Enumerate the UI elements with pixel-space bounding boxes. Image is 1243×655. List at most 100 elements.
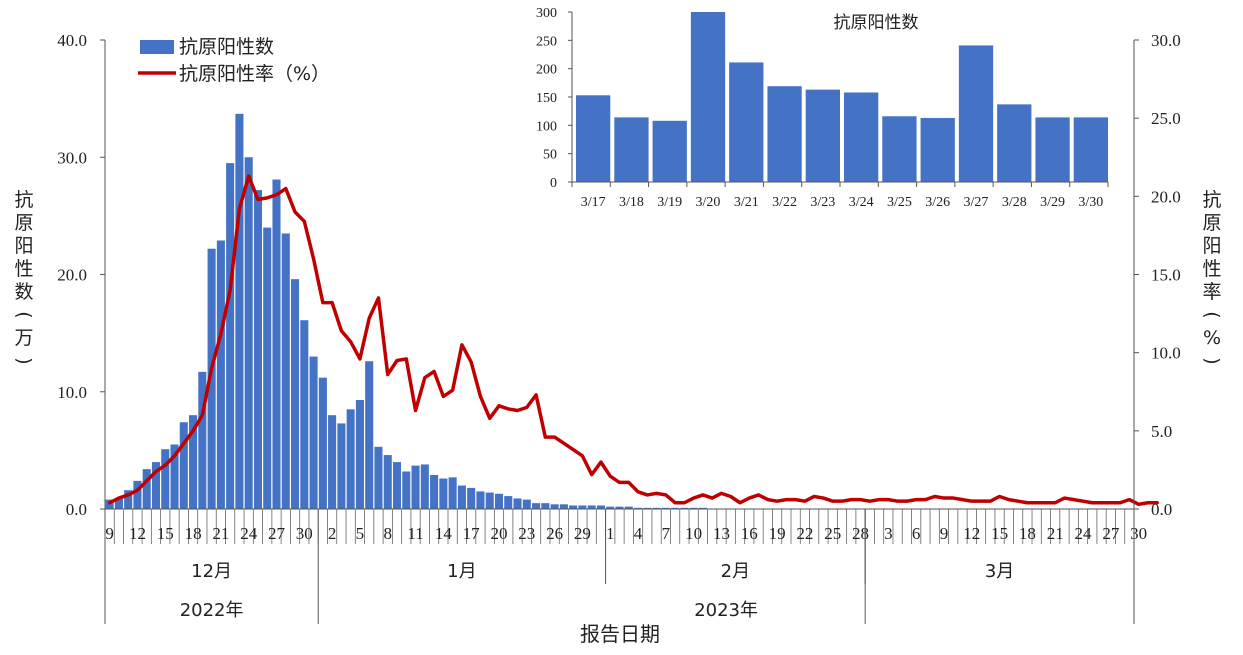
antigen-positive-bar — [253, 190, 262, 509]
x-axis-day-label: 17 — [463, 524, 481, 543]
x-axis-day-label: 18 — [1019, 524, 1036, 543]
left-axis-tick-label: 10.0 — [57, 383, 87, 402]
x-axis-day-label: 9 — [940, 524, 949, 543]
antigen-positive-bar — [578, 505, 587, 509]
right-axis-title: ) — [1201, 357, 1223, 364]
inset-x-tick-label: 3/23 — [810, 195, 835, 210]
left-axis-tick-label: 20.0 — [57, 266, 87, 285]
x-axis-day-label: 30 — [296, 524, 313, 543]
x-axis-day-label: 4 — [634, 524, 643, 543]
antigen-positive-bar — [476, 491, 485, 509]
right-axis-tick-label: 15.0 — [1151, 266, 1181, 285]
x-axis-month-label: 12月 — [191, 561, 232, 582]
inset-bar — [576, 95, 611, 182]
antigen-positive-bar — [161, 449, 170, 509]
right-axis-title: ( — [1201, 311, 1223, 318]
inset-bar — [882, 116, 917, 182]
antigen-positive-bar — [365, 361, 374, 509]
inset-bar — [920, 117, 955, 182]
left-axis-title: 数 — [14, 281, 33, 303]
antigen-positive-bar — [522, 499, 531, 509]
antigen-positive-bar — [430, 475, 439, 509]
x-axis-day-label: 26 — [546, 524, 563, 543]
inset-x-tick-label: 3/19 — [657, 195, 682, 210]
x-axis-day-label: 14 — [435, 524, 453, 543]
antigen-positive-bar — [652, 507, 661, 509]
antigen-positive-bar — [559, 504, 568, 509]
inset-y-tick-label: 50 — [543, 148, 557, 163]
inset-bar — [614, 117, 649, 182]
x-axis-day-label: 2 — [328, 524, 337, 543]
antigen-positive-bar — [698, 507, 707, 509]
inset-bar — [652, 120, 687, 182]
antigen-positive-bar — [309, 356, 318, 509]
antigen-positive-bar — [624, 506, 633, 509]
antigen-positive-bar — [448, 477, 457, 509]
antigen-positive-bar — [411, 465, 420, 509]
inset-x-tick-label: 3/21 — [734, 195, 759, 210]
left-axis-title: ) — [13, 357, 35, 364]
antigen-positive-bar — [244, 157, 253, 509]
left-axis-title: 性 — [14, 258, 33, 280]
antigen-positive-bar — [569, 505, 578, 509]
main-line-group — [107, 174, 1159, 507]
left-axis-tick-label: 30.0 — [57, 148, 87, 167]
antigen-positive-bar — [179, 422, 188, 509]
x-axis-year-label: 2022年 — [180, 600, 244, 621]
x-axis-day-label: 27 — [268, 524, 286, 543]
antigen-positive-bar — [328, 415, 337, 509]
inset-x-tick-label: 3/25 — [887, 195, 912, 210]
x-axis-day-label: 7 — [662, 524, 671, 543]
inset-y-tick-label: 100 — [536, 119, 557, 134]
inset-y-tick-label: 0 — [550, 176, 557, 191]
inset-x-tick-label: 3/18 — [619, 195, 644, 210]
inset-bar — [1073, 117, 1108, 182]
x-axis-day-label: 9 — [105, 524, 114, 543]
antigen-positive-bar — [235, 113, 244, 510]
x-axis-day-label: 12 — [963, 524, 980, 543]
antigen-positive-bar — [513, 498, 522, 509]
x-axis-day-label: 18 — [185, 524, 202, 543]
x-axis-day-label: 13 — [713, 524, 730, 543]
x-axis-day-label: 29 — [574, 524, 591, 543]
antigen-positive-bar — [689, 507, 698, 509]
inset-x-tick-label: 3/20 — [696, 195, 721, 210]
antigen-positive-bar — [337, 423, 346, 509]
right-axis-tick-label: 0.0 — [1151, 500, 1172, 519]
left-axis-title: 抗 — [14, 189, 33, 211]
x-axis-day-label: 15 — [157, 524, 174, 543]
inset-x-tick-label: 3/29 — [1040, 195, 1065, 210]
left-axis-title: 万 — [14, 327, 33, 349]
antigen-positive-bar — [532, 503, 541, 509]
antigen-positive-bar — [281, 233, 290, 509]
x-axis-day-label: 24 — [240, 524, 258, 543]
inset-bar — [729, 62, 764, 182]
x-axis-month-label: 1月 — [447, 561, 476, 582]
antigen-positive-bar — [226, 163, 235, 510]
inset-bar — [690, 12, 726, 182]
antigen-positive-bar — [494, 493, 504, 509]
legend-bar-swatch — [140, 40, 174, 54]
left-axis-title: ( — [13, 311, 35, 318]
x-axis-day-label: 3 — [884, 524, 893, 543]
x-axis-day-label: 1 — [606, 524, 615, 543]
legend-line-label: 抗原阳性率（%） — [179, 63, 330, 85]
antigen-positive-bar — [541, 503, 550, 509]
inset-y-tick-label: 200 — [536, 63, 557, 78]
x-axis-day-label: 25 — [824, 524, 841, 543]
right-axis-tick-label: 10.0 — [1151, 344, 1181, 363]
antigen-positive-bar — [318, 377, 327, 509]
antigen-positive-bar — [606, 506, 615, 509]
antigen-positive-bar — [207, 248, 216, 509]
x-axis-day-label: 20 — [490, 524, 507, 543]
antigen-positive-bar — [198, 371, 207, 509]
right-axis-tick-label: 25.0 — [1151, 109, 1181, 128]
antigen-positive-bar — [661, 507, 670, 509]
antigen-positive-bar — [151, 462, 161, 509]
x-axis-day-label: 11 — [407, 524, 423, 543]
x-axis-month-label: 3月 — [985, 561, 1014, 582]
right-axis-tick-label: 30.0 — [1151, 31, 1181, 50]
inset-bar — [805, 89, 840, 182]
